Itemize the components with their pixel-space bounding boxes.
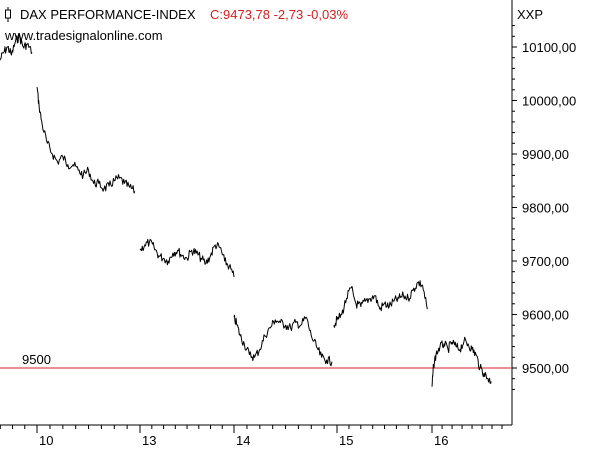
- y-tick-label: 9700,00: [522, 254, 569, 269]
- y-tick-label: 9500,00: [522, 361, 569, 376]
- price-segment: [0, 33, 33, 61]
- y-axis-ticks: 9500,00 9600,00 9700,00 9800,00 9900,00 10000…: [512, 25, 576, 390]
- price-quote: C:9473,78 -2,73 -0,03%: [210, 7, 348, 22]
- price-segment: [431, 336, 492, 387]
- y-tick-label: 9800,00: [522, 201, 569, 216]
- watermark: www.tradesignalonline.com: [4, 28, 163, 43]
- x-tick-label: 16: [434, 433, 448, 448]
- x-tick-label: 10: [39, 433, 53, 448]
- price-segment: [233, 314, 333, 367]
- x-axis-ticks: 10 13 14 15 16: [0, 425, 503, 448]
- y-tick-label: 9900,00: [522, 147, 569, 162]
- x-tick-label: 15: [339, 433, 353, 448]
- price-series: [0, 33, 492, 387]
- x-tick-label: 13: [142, 433, 156, 448]
- reference-line-label: 9500: [22, 352, 51, 367]
- y-tick-label: 10000,00: [522, 94, 576, 109]
- price-segment: [139, 238, 235, 278]
- x-tick-label: 14: [236, 433, 250, 448]
- exchange-label: XXP: [517, 7, 543, 22]
- y-tick-label: 9600,00: [522, 308, 569, 323]
- y-tick-label: 10100,00: [522, 40, 576, 55]
- price-segment: [36, 87, 136, 194]
- candlestick-icon: [5, 7, 11, 22]
- instrument-title: DAX PERFORMANCE-INDEX: [20, 7, 196, 22]
- price-segment: [333, 280, 428, 328]
